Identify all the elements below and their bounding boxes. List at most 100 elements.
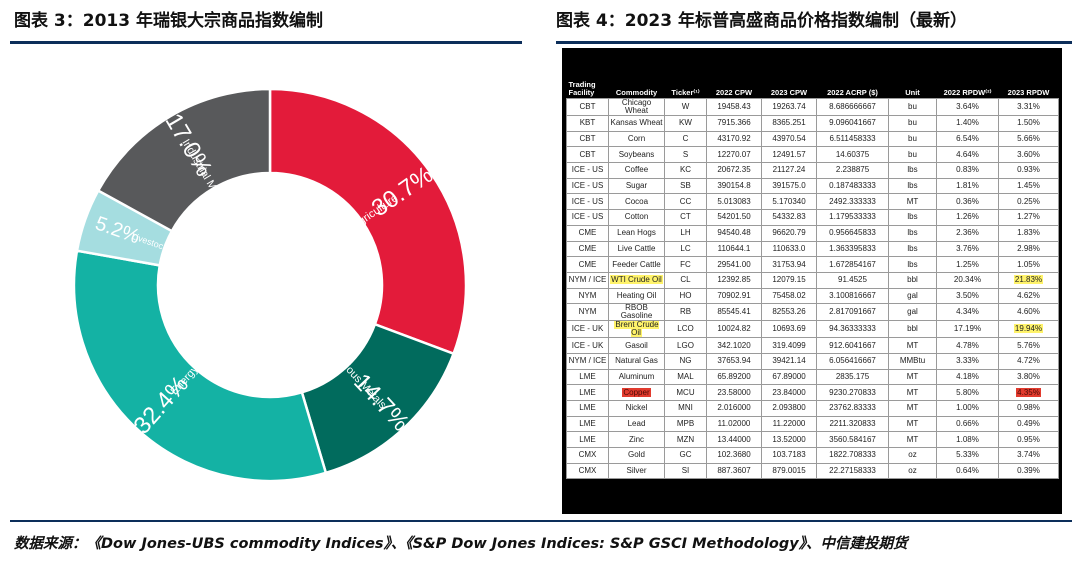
table-cell: MZN [664,431,707,449]
table-cell: KC [664,162,707,179]
table-cell: SB [664,177,707,195]
table-cell: 7915.366 [706,115,762,132]
right-figure-title: 图表 4：2023 年标普高盛商品价格指数编制（最新） [556,11,967,31]
table-cell: KBT [566,115,609,132]
table-row: ICE - US Cocoa CC 5.013083 5.170340 2492.3333… [566,193,1059,211]
table-cell: 13.44000 [706,431,762,449]
table-cell: 1.05% [998,256,1059,273]
table-cell: 94.36333333 [816,320,889,339]
table-cell: Sugar [608,177,665,195]
table-row: LME Zinc MZN 13.44000 13.52000 3560.584167 MT 1… [566,431,1059,449]
table-cell: 11.22000 [761,415,817,433]
table-cell: 67.89000 [761,368,817,386]
table-cell: 5.76% [998,337,1059,354]
table-cell: MT [888,368,937,386]
table-cell: 37653.94 [706,352,762,370]
table-row: KBT Kansas Wheat KW 7915.366 8365.251 9.09604… [566,115,1059,132]
table-cell: 3.64% [936,98,999,116]
table-row: NYM / ICE WTI Crude Oil CL 12392.85 12079.15… [566,271,1059,289]
table-cell: 10693.69 [761,320,817,339]
table-cell: 2.98% [998,240,1059,258]
table-cell: 1822.708333 [816,447,889,464]
table-cell: CC [664,193,707,211]
table-cell: 4.64% [936,146,999,164]
table-cell: 102.3680 [706,447,762,464]
highlighted-value: WTI Crude Oil [610,275,663,285]
table-cell: WTI Crude Oil [608,271,665,289]
table-cell: MPB [664,415,707,433]
table-cell: MNI [664,400,707,417]
table-cell: 43970.54 [761,130,817,148]
table-cell: 3.31% [998,98,1059,116]
table-cell: 4.34% [936,303,999,322]
table-cell: 2.817091667 [816,303,889,322]
table-row: CME Live Cattle LC 110644.1 110633.0 1.363395… [566,240,1059,258]
table-cell: 3.50% [936,287,999,305]
table-cell: ICE - US [566,209,609,226]
table-cell: 912.6041667 [816,337,889,354]
table-cell: lbs [888,256,937,273]
table-cell: LC [664,240,707,258]
table-cell: 4.35% [998,384,1059,401]
table-cell: 8365.251 [761,115,817,132]
table-cell: 2.093800 [761,400,817,417]
table-row: CMX Gold GC 102.3680 103.7183 1822.708333 oz 5.… [566,447,1059,464]
table-cell: bu [888,98,937,116]
table-cell: 4.62% [998,287,1059,305]
table-row: ICE - US Coffee KC 20672.35 21127.24 2.238875… [566,162,1059,179]
table-cell: Lead [608,415,665,433]
table-cell: Live Cattle [608,240,665,258]
table-cell: bu [888,146,937,164]
table-cell: 85545.41 [706,303,762,322]
table-cell: lbs [888,162,937,179]
table-cell: Silver [608,462,665,480]
table-row: CME Feeder Cattle FC 29541.00 31753.94 1.6728… [566,256,1059,273]
table-cell: 5.33% [936,447,999,464]
table-cell: NYM / ICE [566,271,609,289]
table-cell: 14.60375 [816,146,889,164]
table-cell: 1.363395833 [816,240,889,258]
table-row: ICE - UK Brent Crude Oil LCO 10024.82 10693.… [566,320,1059,339]
table-cell: LME [566,415,609,433]
table-cell: 0.64% [936,462,999,480]
table-cell: 23.84000 [761,384,817,401]
table-cell: Soybeans [608,146,665,164]
table-cell: 12079.15 [761,271,817,289]
left-figure-title: 图表 3：2013 年瑞银大宗商品指数编制 [14,11,323,31]
table-cell: gal [888,303,937,322]
highlighted-value: Copper [622,387,651,397]
table-cell: 6.54% [936,130,999,148]
table-cell: bu [888,115,937,132]
table-cell: NYM [566,287,609,305]
table-cell: 19458.43 [706,98,762,116]
table-cell: 0.98% [998,400,1059,417]
table-cell: 3.60% [998,146,1059,164]
table-cell: 1.179533333 [816,209,889,226]
table-cell: Coffee [608,162,665,179]
table-cell: MT [888,384,937,401]
donut-slice-agriculture [268,87,468,356]
table-cell: 12491.57 [761,146,817,164]
table-cell: 110633.0 [761,240,817,258]
table-cell: 103.7183 [761,447,817,464]
table-cell: 1.40% [936,115,999,132]
table-cell: Heating Oil [608,287,665,305]
table-cell: 4.72% [998,352,1059,370]
table-cell: NYM [566,303,609,322]
table-cell: 2.36% [936,224,999,242]
table-cell: 887.3607 [706,462,762,480]
table-cell: Kansas Wheat [608,115,665,132]
table-cell: 0.25% [998,193,1059,211]
table-cell: 1.00% [936,400,999,417]
table-cell: 5.013083 [706,193,762,211]
table-cell: 17.19% [936,320,999,339]
table-cell: Lean Hogs [608,224,665,242]
table-cell: 2492.333333 [816,193,889,211]
table-cell: 2835.175 [816,368,889,386]
commodity-weight-table: Trading Facility Commodity Ticker⁽¹⁾ 2022 C… [566,78,1059,480]
column-header: Commodity [615,88,658,97]
table-cell: S [664,146,707,164]
table-cell: 21127.24 [761,162,817,179]
table-row: LME Aluminum MAL 65.89200 67.89000 2835.175 MT… [566,368,1059,386]
